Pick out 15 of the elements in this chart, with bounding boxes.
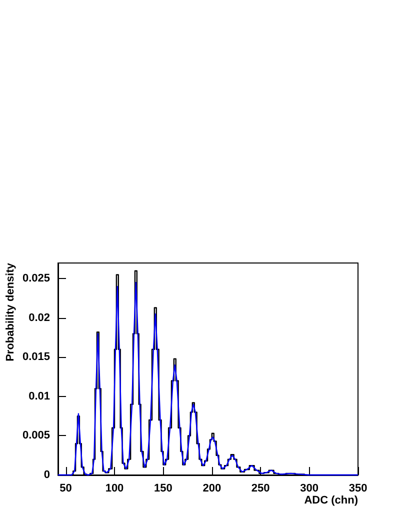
x-tick-label: 350	[348, 482, 368, 494]
x-tick-label: 50	[60, 482, 72, 494]
x-axis-title: ADC (chn)	[304, 494, 358, 506]
y-tick-label: 0.025	[22, 272, 50, 285]
x-tick-label: 300	[300, 482, 318, 494]
y-tick-label: 0	[44, 469, 50, 481]
y-axis-title: Probability density	[4, 262, 16, 362]
x-tick-label: 200	[202, 482, 222, 494]
x-tick-label: 150	[154, 482, 172, 494]
x-tick-label: 100	[105, 482, 124, 494]
y-tick-label: 0.01	[28, 390, 50, 402]
x-tick-label: 250	[251, 482, 270, 494]
y-tick-label: 0.02	[28, 312, 50, 324]
y-tick-label: 0.015	[22, 351, 50, 364]
y-tick-label: 0.005	[22, 430, 50, 442]
